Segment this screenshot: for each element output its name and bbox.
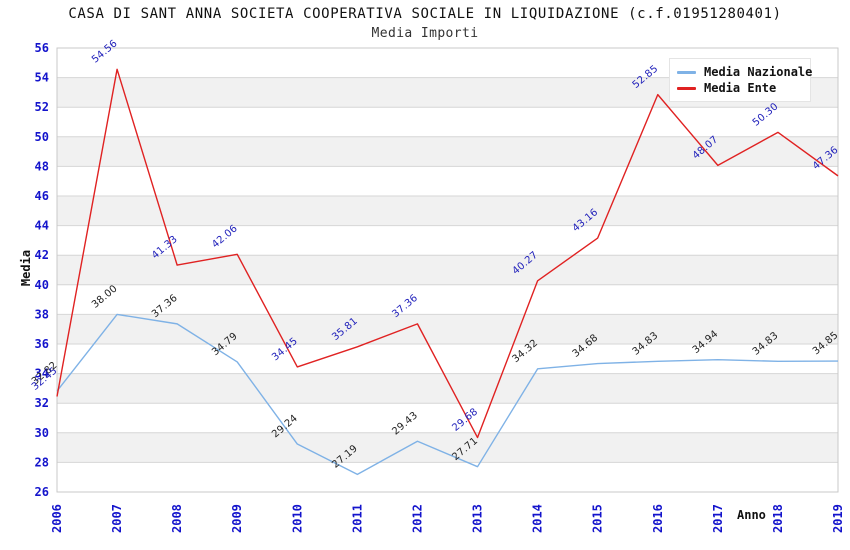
legend-label-media-ente: Media Ente: [704, 81, 777, 95]
chart-title: CASA DI SANT ANNA SOCIETA COOPERATIVA SO…: [68, 6, 782, 22]
y-tick-label: 36: [35, 337, 49, 351]
x-tick-label: 2015: [591, 504, 605, 533]
y-tick-label: 34: [35, 367, 49, 381]
y-tick-label: 50: [35, 130, 49, 144]
x-tick-label: 2009: [230, 504, 244, 533]
y-tick-label: 28: [35, 455, 49, 469]
plot-border: [56, 47, 839, 493]
y-tick-label: 42: [35, 248, 49, 262]
line-media-ente: [56, 68, 839, 439]
x-tick-label: 2017: [711, 504, 725, 533]
line-media-nazionale: [56, 313, 839, 476]
y-tick-label: 30: [35, 426, 49, 440]
x-tick-label: 2014: [531, 504, 545, 533]
chart-legend: Media Nazionale Media Ente: [669, 58, 812, 102]
grid-band: [57, 255, 838, 285]
x-tick-label: 2011: [350, 504, 364, 533]
media-ente-line-swatch-icon: [677, 86, 696, 90]
x-tick-label: 2006: [50, 504, 64, 533]
x-tick-label: 2016: [651, 504, 665, 533]
legend-item-media-nazionale: Media Nazionale: [677, 64, 812, 80]
y-tick-label: 56: [35, 41, 49, 55]
y-axis-title: Media: [19, 249, 33, 287]
chart-subtitle: Media Importi: [371, 26, 479, 41]
data-label-media-ente: 54.56: [90, 38, 120, 65]
y-tick-label: 38: [35, 307, 49, 321]
data-label-media-ente: 29.68: [450, 406, 480, 433]
x-tick-label: 2013: [471, 504, 485, 533]
data-label-media-ente: 42.06: [210, 223, 240, 250]
grid-band: [57, 314, 838, 344]
legend-item-media-ente: Media Ente: [677, 80, 804, 96]
y-tick-label: 26: [35, 485, 49, 499]
y-tick-label: 40: [35, 278, 49, 292]
y-tick-label: 52: [35, 100, 49, 114]
data-label-media-nazionale: 38.00: [90, 283, 120, 310]
legend-label-media-nazionale: Media Nazionale: [704, 65, 813, 79]
x-axis-title: Anno: [737, 508, 766, 522]
x-tick-label: 2012: [410, 504, 424, 533]
y-tick-label: 44: [35, 219, 49, 233]
grid-band: [57, 432, 838, 463]
media-nazionale-line-swatch-icon: [677, 70, 696, 74]
y-tick-label: 54: [35, 71, 49, 85]
x-tick-label: 2019: [831, 504, 845, 533]
y-tick-label: 32: [35, 396, 49, 410]
x-tick-label: 2010: [290, 504, 304, 533]
x-tick-label: 2008: [170, 504, 184, 533]
grid-band: [57, 196, 838, 226]
y-tick-label: 48: [35, 159, 49, 173]
y-tick-label: 46: [35, 189, 49, 203]
x-tick-label: 2018: [771, 504, 785, 533]
x-tick-label: 2007: [110, 504, 124, 533]
grid-band: [57, 373, 838, 404]
grid-band: [57, 136, 838, 167]
